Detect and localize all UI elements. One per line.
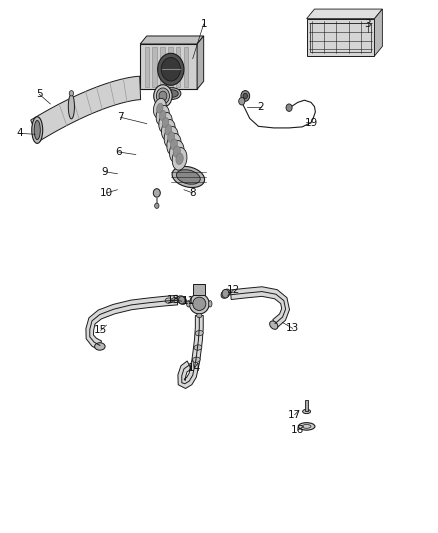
Polygon shape [374, 9, 382, 56]
Ellipse shape [270, 321, 278, 329]
Ellipse shape [221, 289, 230, 298]
Bar [152, 47, 157, 86]
Bar [305, 400, 308, 411]
Bar [310, 23, 371, 52]
Ellipse shape [159, 91, 167, 101]
Ellipse shape [162, 119, 175, 140]
Ellipse shape [170, 139, 177, 150]
Text: 6: 6 [115, 147, 122, 157]
Ellipse shape [194, 345, 202, 350]
Ellipse shape [193, 297, 206, 310]
Bar [160, 47, 165, 86]
Text: 10: 10 [100, 188, 113, 198]
Circle shape [158, 53, 184, 85]
Polygon shape [197, 36, 204, 89]
Ellipse shape [32, 117, 43, 143]
Ellipse shape [192, 357, 200, 362]
Ellipse shape [303, 409, 311, 414]
Ellipse shape [165, 298, 172, 303]
Text: 5: 5 [36, 90, 43, 99]
Ellipse shape [156, 88, 170, 104]
Circle shape [239, 98, 245, 105]
Ellipse shape [165, 125, 172, 135]
Ellipse shape [172, 166, 205, 188]
Ellipse shape [162, 118, 169, 128]
Ellipse shape [34, 120, 40, 140]
Ellipse shape [208, 301, 212, 307]
Bar [140, 44, 197, 89]
Circle shape [286, 104, 292, 111]
Text: 15: 15 [94, 326, 107, 335]
Bar [168, 47, 173, 86]
Polygon shape [86, 295, 178, 350]
Circle shape [241, 91, 250, 101]
Bar [176, 47, 180, 86]
Ellipse shape [170, 141, 184, 163]
Polygon shape [307, 9, 382, 19]
Bar [145, 47, 149, 86]
Circle shape [161, 58, 180, 81]
Ellipse shape [156, 106, 169, 125]
Text: 4: 4 [16, 128, 23, 138]
Text: 7: 7 [117, 112, 124, 122]
Text: 16: 16 [291, 425, 304, 435]
Ellipse shape [173, 146, 180, 157]
Ellipse shape [95, 343, 105, 350]
Text: 18: 18 [167, 295, 180, 305]
Ellipse shape [298, 423, 315, 430]
Ellipse shape [164, 126, 178, 148]
Ellipse shape [195, 330, 203, 336]
Text: 2: 2 [257, 102, 264, 111]
Circle shape [69, 91, 74, 96]
Text: 3: 3 [364, 19, 371, 29]
Ellipse shape [166, 90, 178, 97]
Ellipse shape [177, 296, 187, 304]
Ellipse shape [153, 99, 166, 118]
Text: 12: 12 [227, 285, 240, 295]
Polygon shape [31, 76, 141, 141]
Ellipse shape [68, 94, 74, 119]
Text: 1: 1 [200, 19, 207, 29]
Text: 13: 13 [286, 324, 299, 333]
Circle shape [222, 289, 229, 298]
Ellipse shape [177, 169, 200, 184]
Polygon shape [178, 316, 203, 389]
Ellipse shape [172, 148, 187, 170]
Text: 14: 14 [187, 363, 201, 373]
Text: 9: 9 [101, 167, 108, 176]
Text: 8: 8 [189, 188, 196, 198]
Text: 11: 11 [182, 296, 195, 306]
Circle shape [153, 189, 160, 197]
Ellipse shape [157, 103, 163, 113]
Bar [184, 47, 188, 86]
Circle shape [179, 296, 185, 304]
Ellipse shape [167, 133, 181, 155]
Ellipse shape [168, 132, 175, 142]
Circle shape [243, 93, 247, 99]
Ellipse shape [176, 153, 183, 165]
Text: 19: 19 [304, 118, 318, 128]
Ellipse shape [154, 85, 172, 107]
Polygon shape [140, 36, 204, 44]
Circle shape [155, 203, 159, 208]
Ellipse shape [159, 110, 166, 120]
Ellipse shape [197, 313, 202, 318]
Bar [307, 19, 374, 56]
Ellipse shape [159, 112, 172, 133]
Bar [193, 284, 205, 295]
Text: 17: 17 [288, 410, 301, 419]
Polygon shape [230, 287, 290, 327]
Ellipse shape [190, 294, 209, 314]
Ellipse shape [187, 301, 190, 307]
Ellipse shape [163, 87, 181, 99]
Ellipse shape [172, 297, 179, 303]
